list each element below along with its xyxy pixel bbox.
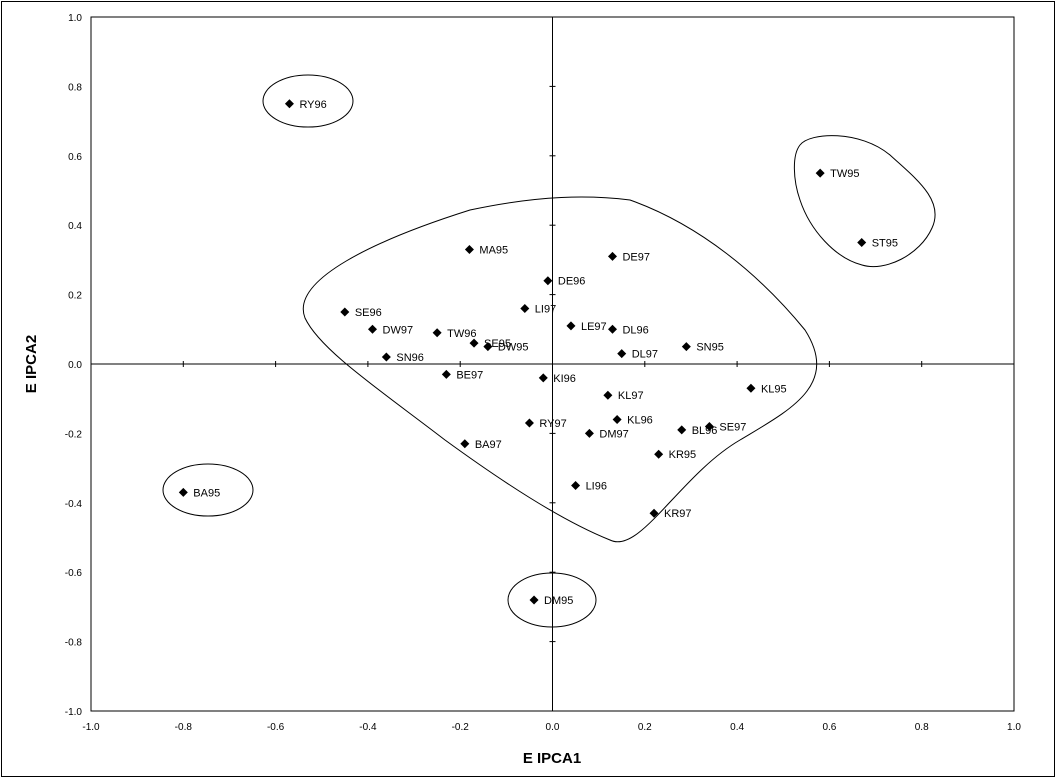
enclosure-main-cluster [302,196,818,543]
point-marker-kr97 [649,508,659,518]
point-label-tw95: TW95 [830,168,859,180]
point-label-kr95: KR95 [669,449,697,461]
enclosures [162,74,936,628]
point-label-kr97: KR97 [664,508,692,520]
x-tick-label: 1.0 [1007,722,1021,733]
y-tick-label: -0.6 [65,568,83,579]
point-marker-tw96 [432,328,442,338]
point-label-se96: SE96 [355,307,382,319]
y-tick-label: -0.2 [65,429,83,440]
point-marker-de97 [607,251,617,261]
point-marker-bl96 [677,425,687,435]
x-tick-label: -0.6 [267,722,285,733]
x-tick-label: -0.2 [452,722,470,733]
data-points: RY96 TW95 ST95 MA95 DE97 DE96 SE96 LI97 LE97 DL96… [178,99,898,607]
point-label-ry96: RY96 [299,99,326,111]
point-marker-de96 [543,276,553,286]
y-tick-label: 0.8 [68,82,82,93]
point-label-de96: DE96 [558,276,586,288]
x-tick-label: -1.0 [82,722,100,733]
point-marker-be97 [441,369,451,379]
x-tick-label: 0.0 [546,722,560,733]
point-marker-sn96 [381,352,391,362]
point-label-tw96: TW96 [447,328,476,340]
point-label-kl97: KL97 [618,390,644,402]
point-marker-ba97 [460,439,470,449]
point-label-kl96: KL96 [627,415,653,427]
y-ticks: 1.0 0.8 0.6 0.4 0.2 0.0 -0.2 -0.4 -0.6 -0.8 -1.0 [65,13,556,718]
point-label-de97: DE97 [622,251,650,263]
point-marker-tw95 [815,168,825,178]
enclosure-ba95 [162,463,254,517]
y-tick-label: 0.4 [68,221,82,232]
point-label-ki96: KI96 [553,373,576,385]
y-tick-label: 0.0 [68,360,82,371]
point-marker-kl95 [746,383,756,393]
point-label-dw97: DW97 [383,324,414,336]
x-tick-label: 0.4 [730,722,744,733]
point-marker-dm95 [529,595,539,605]
y-tick-label: 0.6 [68,152,82,163]
point-label-kl95: KL95 [761,383,787,395]
point-label-li97: LI97 [535,303,556,315]
point-label-sn95: SN95 [696,342,724,354]
point-label-ba95: BA95 [193,487,220,499]
point-marker-le97 [566,321,576,331]
point-marker-kr95 [654,449,664,459]
point-marker-dm97 [584,428,594,438]
x-tick-label: 0.2 [638,722,652,733]
x-tick-label: -0.8 [175,722,193,733]
point-label-ma95: MA95 [479,244,508,256]
point-label-dm95: DM95 [544,595,573,607]
point-marker-ry96 [284,99,294,109]
point-marker-sn95 [681,342,691,352]
x-tick-label: -0.4 [359,722,377,733]
point-label-ba97: BA97 [475,439,502,451]
y-tick-label: -0.8 [65,638,83,649]
point-label-dw95: DW95 [498,342,529,354]
point-label-se97: SE97 [719,421,746,433]
point-marker-ma95 [464,244,474,254]
y-tick-label: 0.2 [68,291,82,302]
point-label-dm97: DM97 [599,428,628,440]
point-marker-kl96 [612,415,622,425]
point-marker-st95 [857,238,867,248]
point-marker-dl96 [607,324,617,334]
point-marker-ry97 [524,418,534,428]
point-label-le97: LE97 [581,321,607,333]
enclosure-dm95 [507,572,597,628]
point-label-sn96: SN96 [396,352,424,364]
point-marker-dl97 [617,349,627,359]
x-axis-title: E IPCA1 [523,750,581,767]
y-tick-label: -0.4 [65,499,83,510]
point-label-dl96: DL96 [622,324,648,336]
enclosure-ry96 [262,74,354,128]
point-label-li96: LI96 [586,480,607,492]
point-marker-li97 [520,303,530,313]
point-marker-se95 [469,338,479,348]
y-tick-label: -1.0 [65,707,83,718]
point-marker-dw97 [368,324,378,334]
point-marker-ba95 [178,487,188,497]
point-marker-se97 [704,421,714,431]
point-marker-li96 [571,480,581,490]
enclosure-tw95-st95 [793,135,936,267]
x-tick-label: 0.8 [915,722,929,733]
point-marker-kl97 [603,390,613,400]
point-marker-ki96 [538,373,548,383]
point-marker-dw95 [483,342,493,352]
y-tick-label: 1.0 [68,13,82,24]
point-label-st95: ST95 [872,238,898,250]
x-tick-label: 0.6 [822,722,836,733]
point-label-dl97: DL97 [632,349,658,361]
point-label-be97: BE97 [456,369,483,381]
y-axis-title: E IPCA2 [23,335,40,393]
x-ticks: -1.0 -0.8 -0.6 -0.4 -0.2 0.0 0.2 0.4 0.6 0.8 1.0 [82,361,1021,733]
point-marker-se96 [340,307,350,317]
point-label-ry97: RY97 [539,418,566,430]
